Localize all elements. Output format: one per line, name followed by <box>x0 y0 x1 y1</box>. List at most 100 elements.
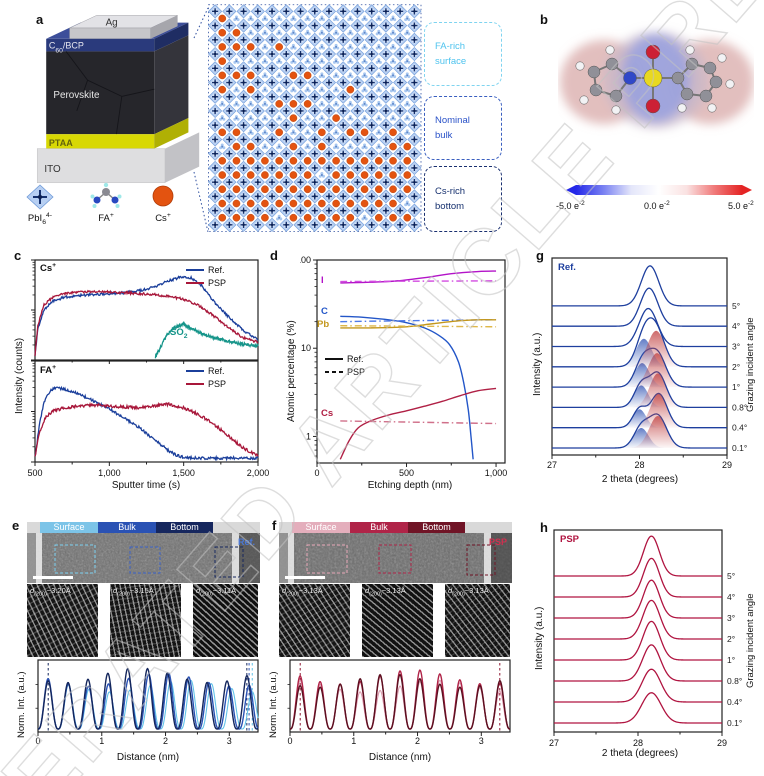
pb-dot <box>299 52 302 56</box>
pb-dot <box>213 166 217 170</box>
cs-cation <box>332 114 340 122</box>
rich-part: - <box>187 326 190 333</box>
axis-frame <box>289 659 511 733</box>
pb-dot <box>370 166 373 170</box>
fa-cation <box>277 214 281 218</box>
fa-cation <box>377 115 381 119</box>
tem-zoom-box-bulk <box>378 544 412 574</box>
pb-dot <box>370 38 373 42</box>
pb-dot <box>370 24 373 27</box>
fa-cation-center <box>263 74 266 77</box>
pb-dot <box>285 10 288 13</box>
pb-dot <box>327 109 331 113</box>
pb-dot <box>327 67 331 70</box>
pb-dot <box>384 67 388 70</box>
cs-cation <box>261 156 269 165</box>
fa-cation-center <box>221 117 224 120</box>
cs-cation <box>218 199 227 208</box>
fa-cation <box>391 15 395 19</box>
pb-dot <box>370 52 373 56</box>
colorbar-min-label: -5.0 e-2 <box>556 200 585 211</box>
fa-cation <box>234 100 238 104</box>
cs-cation <box>318 142 326 151</box>
cs-cation <box>303 156 312 165</box>
profile-Surface <box>290 679 511 730</box>
fa-cation-center <box>320 45 323 48</box>
colorbar-left-arrow <box>566 185 576 195</box>
tof-sims-chart: 500 1,000 1,500 2,000 <box>27 259 269 478</box>
fa-cation <box>377 86 381 90</box>
cs-cation <box>332 199 340 208</box>
xps-depth-chart: 1 10 100 0 500 1,000 <box>300 255 507 478</box>
fa-cation <box>348 115 352 119</box>
fa-cation <box>291 43 295 47</box>
series-Cs PSP <box>340 420 497 425</box>
xrd-curve-3° <box>554 579 722 619</box>
pb-dot <box>228 166 231 170</box>
psp-label: PSP <box>347 366 366 377</box>
peak-shading-red <box>630 353 684 388</box>
pb-dot <box>313 138 316 141</box>
oxygen-atom <box>645 98 661 114</box>
fa-cation <box>334 43 338 47</box>
fa-cation <box>334 29 338 33</box>
pb-dot <box>242 166 245 170</box>
pb-dot <box>313 67 316 70</box>
pb-dot <box>413 209 416 212</box>
pb-dot <box>270 223 274 227</box>
fa-cation-center <box>320 174 323 177</box>
pb-dot <box>242 138 245 141</box>
fa-cation <box>334 129 338 133</box>
pb-dot <box>398 109 402 113</box>
cs-cation <box>389 199 397 208</box>
fa-cation <box>249 115 253 119</box>
fa-cation <box>291 29 295 33</box>
pb-dot <box>384 180 388 184</box>
pb-dot <box>398 180 402 184</box>
pb-dot <box>313 95 316 98</box>
pb-dot <box>327 195 331 198</box>
h-xlabel: 2 theta (degrees) <box>601 748 679 759</box>
cs-cation <box>360 156 369 165</box>
pb-dot <box>413 10 416 13</box>
fa-cation-center <box>263 102 266 105</box>
region-box-nominal-bulk: Nominal bulk <box>424 96 502 160</box>
fa-cation-center <box>377 31 380 34</box>
hydrogen-atom <box>605 45 615 55</box>
fa-cation-center <box>406 17 409 20</box>
cs-cation <box>389 156 397 165</box>
pb-dot <box>370 223 373 227</box>
cs-cation <box>218 171 227 179</box>
fa-cation <box>348 43 352 47</box>
pb-dot <box>413 24 416 27</box>
fa-cation <box>306 86 310 90</box>
cs-cation <box>232 185 241 194</box>
xrd-curve-4° <box>554 557 722 598</box>
pb-dot <box>270 81 274 84</box>
fa-nitrogen <box>111 196 119 204</box>
pb-dot <box>213 124 217 127</box>
pb-dot <box>313 195 316 198</box>
perovskite-side-face <box>154 35 189 135</box>
x-tick-label: 1,000 <box>98 468 121 478</box>
rich-part: (200) <box>34 591 47 598</box>
fa-cation <box>234 115 238 119</box>
pb-dot <box>370 81 373 84</box>
panel-label-f: f <box>272 518 277 533</box>
fa-cation-center <box>263 88 266 91</box>
fa-cation <box>363 15 367 19</box>
cs-cation <box>289 185 298 194</box>
pb-dot <box>384 209 388 212</box>
fa-cation-center <box>335 102 338 105</box>
angle-label: 0.4° <box>732 423 747 433</box>
pb-dot <box>342 180 345 184</box>
fa-cation-center <box>320 117 323 120</box>
pb-dot <box>285 166 288 170</box>
pb-dot <box>213 109 217 113</box>
x-tick-label: 0 <box>287 736 292 746</box>
fa-cation <box>234 15 238 19</box>
fa-cation-center <box>406 45 409 48</box>
pb-dot <box>356 52 359 56</box>
pb-dot <box>256 52 260 56</box>
fa-cation <box>220 143 224 147</box>
